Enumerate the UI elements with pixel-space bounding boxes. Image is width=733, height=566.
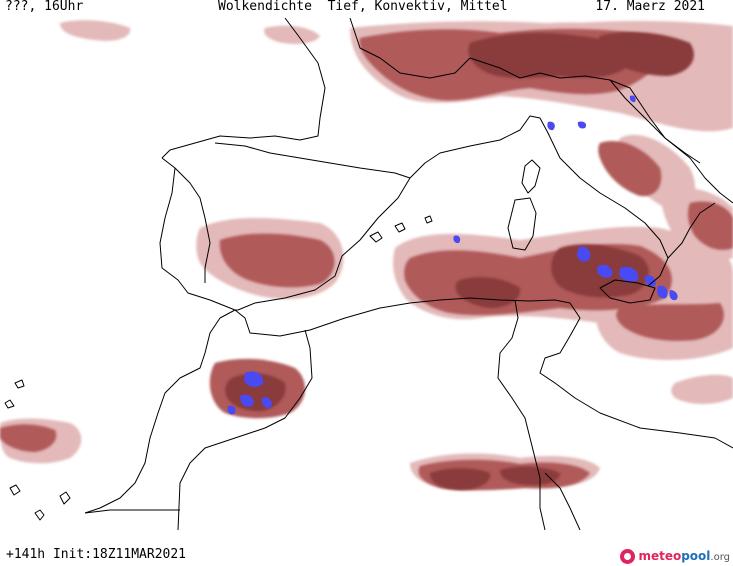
valid-time-label: ???, 16Uhr (5, 0, 84, 14)
forecast-date: 17. Maerz 2021 (595, 0, 705, 14)
cloud-density-map (0, 18, 733, 530)
convective-cells (227, 95, 678, 415)
brand-name-part2: pool (681, 549, 711, 563)
map-title: Wolkendichte Tief, Konvektiv, Mittel (218, 0, 508, 14)
brand-logo[interactable]: meteopool.org (620, 546, 730, 566)
map-header: ???, 16Uhr Wolkendichte Tief, Konvektiv,… (0, 0, 733, 18)
coastlines-and-borders (4, 18, 733, 530)
meteopool-logo-icon (620, 548, 636, 564)
cloud-field-dense (225, 32, 694, 490)
brand-tld: .org (710, 552, 730, 563)
brand-name: meteopool.org (638, 549, 730, 563)
map-footer: +141h Init:18Z11MAR2021 meteopool.org (0, 530, 733, 566)
brand-name-part1: meteo (638, 549, 682, 563)
run-info: +141h Init:18Z11MAR2021 (6, 547, 187, 562)
